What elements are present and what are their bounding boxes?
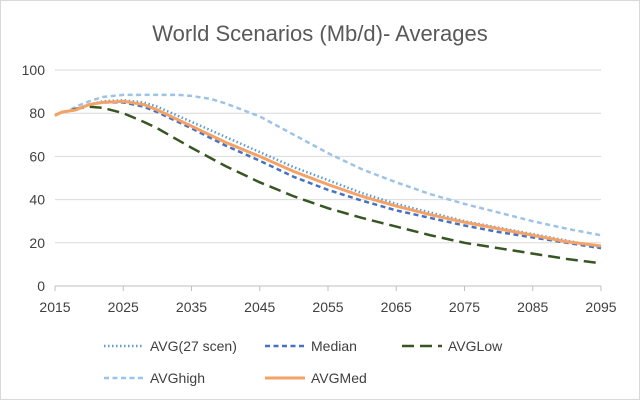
- grid: [55, 69, 601, 244]
- series-group: [54, 93, 602, 265]
- series-line-median: [54, 101, 602, 250]
- x-tick-label: 2025: [108, 299, 139, 315]
- y-tick-label: 40: [29, 192, 45, 208]
- x-tick-label: 2065: [381, 299, 412, 315]
- series-line-avg-27-scen: [54, 98, 602, 249]
- legend-label: AVG(27 scen): [150, 338, 237, 354]
- x-tick-label: 2055: [312, 299, 343, 315]
- chart-title: World Scenarios (Mb/d)- Averages: [152, 21, 487, 46]
- x-tick-label: 2035: [176, 299, 207, 315]
- series-line-avgmed: [54, 99, 602, 248]
- legend-label: Median: [311, 338, 357, 354]
- y-tick-label: 60: [29, 148, 45, 164]
- y-tick-label: 0: [37, 278, 45, 294]
- x-tick-label: 2085: [517, 299, 548, 315]
- x-tick-label: 2095: [585, 299, 616, 315]
- series-line-avghigh: [54, 93, 602, 237]
- y-tick-label: 20: [29, 235, 45, 251]
- x-tick-label: 2015: [39, 299, 70, 315]
- x-tick-label: 2075: [449, 299, 480, 315]
- legend: AVG(27 scen) Median AVGLow AVGhigh AVGMed: [104, 338, 503, 386]
- legend-label: AVGLow: [448, 338, 503, 354]
- legend-label: AVGMed: [311, 370, 367, 386]
- y-tick-label: 80: [29, 105, 45, 121]
- y-tick-label: 100: [22, 62, 46, 78]
- legend-label: AVGhigh: [150, 370, 205, 386]
- axes: 0 20 40 60 80 100 2015 2025 2035 2045 2055 2065 2075…: [22, 62, 617, 315]
- x-tick-label: 2045: [244, 299, 275, 315]
